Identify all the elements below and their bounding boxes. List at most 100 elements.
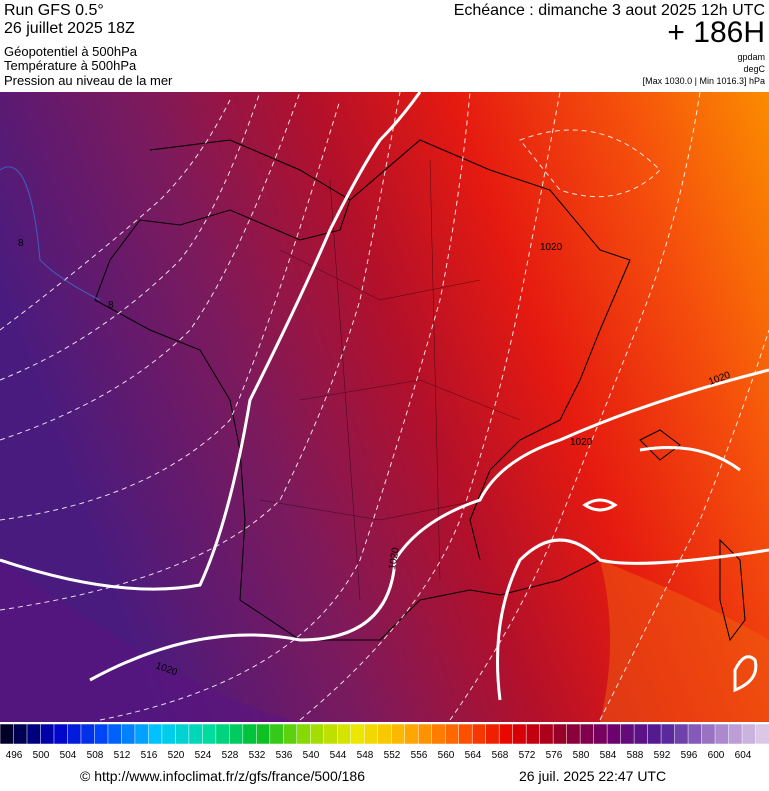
color-swatch <box>161 723 177 745</box>
color-swatch <box>579 723 595 745</box>
color-swatch <box>229 723 244 745</box>
header: Run GFS 0.5° 26 juillet 2025 18Z Géopote… <box>4 2 766 88</box>
legend-label: 588 <box>627 750 644 761</box>
color-swatch <box>121 723 136 745</box>
color-swatch <box>377 723 392 745</box>
color-swatch <box>296 723 312 745</box>
source-url: © http://www.infoclimat.fr/z/gfs/france/… <box>80 768 365 784</box>
legend-label: 604 <box>735 750 752 761</box>
color-swatch <box>53 723 69 745</box>
color-swatch <box>134 723 150 745</box>
minmax: [Max 1030.0 | Min 1016.3] hPa <box>643 76 765 86</box>
contour-label: 8 <box>18 238 24 249</box>
legend-label: 536 <box>276 750 293 761</box>
run-date: 26 juillet 2025 18Z <box>4 20 135 37</box>
color-swatch <box>337 723 352 745</box>
color-swatch <box>242 723 258 745</box>
legend-label: 580 <box>573 750 590 761</box>
legend-label: 576 <box>546 750 563 761</box>
map: 1020 1020 1020 1020 1020 8 8 <box>0 91 769 722</box>
color-swatch <box>471 723 487 745</box>
timestamp: 26 juil. 2025 22:47 UTC <box>519 768 666 784</box>
color-swatch <box>660 723 676 745</box>
color-swatch <box>701 723 716 745</box>
legend-label: 584 <box>600 750 617 761</box>
legend-label: 596 <box>681 750 698 761</box>
color-swatch <box>269 723 285 745</box>
subtitle: Pression au niveau de la mer <box>4 73 173 88</box>
legend-label: 496 <box>6 750 23 761</box>
color-swatch <box>498 723 514 745</box>
color-swatch <box>94 723 109 745</box>
legend-label: 556 <box>411 750 428 761</box>
color-swatch <box>364 723 379 745</box>
color-swatch <box>593 723 608 745</box>
color-swatch <box>148 723 163 745</box>
color-swatch <box>485 723 500 745</box>
legend-label: 532 <box>249 750 266 761</box>
color-swatch <box>390 723 406 745</box>
legend-label: 564 <box>465 750 482 761</box>
color-swatch <box>728 723 743 745</box>
contour-label: 1020 <box>540 242 563 253</box>
contour-label: 1020 <box>387 546 402 570</box>
legend-label: 500 <box>33 750 50 761</box>
color-swatch <box>13 723 28 745</box>
unit: gpdam <box>737 52 765 62</box>
color-swatch <box>175 723 190 745</box>
color-swatch <box>26 723 42 745</box>
color-swatch <box>687 723 703 745</box>
color-swatch <box>417 723 433 745</box>
legend-label: 540 <box>303 750 320 761</box>
color-swatch <box>674 723 689 745</box>
legend-label: 520 <box>168 750 185 761</box>
color-swatch <box>350 723 366 745</box>
legend-label: 508 <box>87 750 104 761</box>
color-swatch <box>283 723 298 745</box>
color-swatch <box>431 723 446 745</box>
footer: © http://www.infoclimat.fr/z/gfs/france/… <box>80 768 666 784</box>
color-swatch <box>107 723 123 745</box>
color-swatch <box>714 723 730 745</box>
color-swatch <box>755 723 769 745</box>
legend-label: 572 <box>519 750 536 761</box>
legend-label: 528 <box>222 750 239 761</box>
title: Géopotentiel à 500hPa <box>4 44 138 59</box>
legend-label: 560 <box>438 750 455 761</box>
color-swatch <box>633 723 649 745</box>
color-swatch <box>404 723 419 745</box>
color-swatch <box>256 723 271 745</box>
legend-label: 516 <box>141 750 158 761</box>
color-swatch <box>539 723 554 745</box>
color-swatch <box>606 723 622 745</box>
color-swatch <box>620 723 635 745</box>
hour: + 186H <box>667 16 765 49</box>
color-swatch <box>80 723 96 745</box>
echeance: Echéance : dimanche 3 aout 2025 12h UTC <box>454 2 765 19</box>
color-swatch <box>215 723 231 745</box>
color-swatch <box>310 723 325 745</box>
legend-label: 512 <box>114 750 131 761</box>
legend-label: 524 <box>195 750 212 761</box>
color-swatch <box>188 723 204 745</box>
contour-label: 8 <box>108 300 114 311</box>
run: Run GFS 0.5° <box>4 2 104 19</box>
color-swatch <box>40 723 55 745</box>
color-swatch <box>566 723 581 745</box>
legend-label: 600 <box>708 750 725 761</box>
color-swatch <box>0 723 15 745</box>
contour-label: 1020 <box>570 437 593 448</box>
color-swatch <box>512 723 527 745</box>
legend-label: 544 <box>330 750 347 761</box>
color-swatch <box>741 723 757 745</box>
color-swatch <box>647 723 662 745</box>
color-swatch <box>444 723 460 745</box>
unit: degC <box>743 64 765 74</box>
legend-label: 592 <box>654 750 671 761</box>
color-swatch <box>323 723 339 745</box>
legend-label: 552 <box>384 750 401 761</box>
color-swatch <box>552 723 568 745</box>
color-swatch <box>67 723 82 745</box>
legend-label: 568 <box>492 750 509 761</box>
color-legend: 496 500 504 508 512 516 520 524 528 532 536 540 544 5… <box>0 723 769 761</box>
